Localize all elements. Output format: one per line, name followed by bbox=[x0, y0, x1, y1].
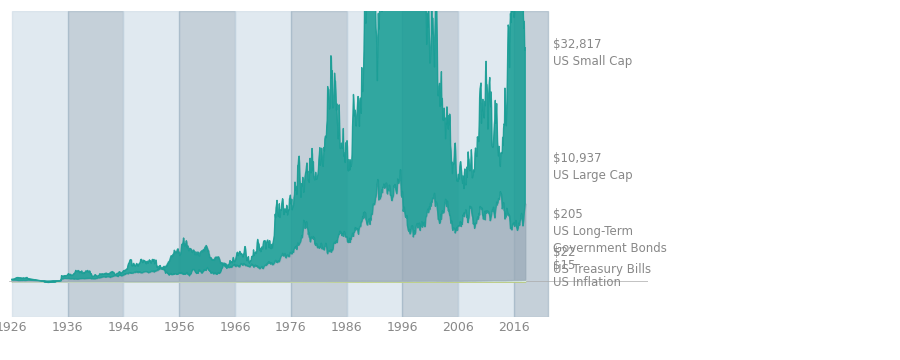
Text: $15
US Inflation: $15 US Inflation bbox=[554, 259, 621, 289]
Bar bbox=[235, 11, 291, 317]
Bar bbox=[458, 11, 514, 317]
Text: $205
US Long-Term
Government Bonds: $205 US Long-Term Government Bonds bbox=[554, 208, 667, 255]
Text: $32,817
US Small Cap: $32,817 US Small Cap bbox=[554, 39, 633, 68]
Bar bbox=[514, 11, 547, 317]
Bar bbox=[291, 11, 346, 317]
Bar bbox=[346, 11, 402, 317]
Bar bbox=[68, 11, 123, 317]
Bar bbox=[123, 11, 179, 317]
Bar bbox=[179, 11, 235, 317]
Bar bbox=[12, 11, 68, 317]
Text: $22
US Treasury Bills: $22 US Treasury Bills bbox=[554, 246, 652, 276]
Text: $10,937
US Large Cap: $10,937 US Large Cap bbox=[554, 152, 633, 183]
Bar bbox=[402, 11, 458, 317]
